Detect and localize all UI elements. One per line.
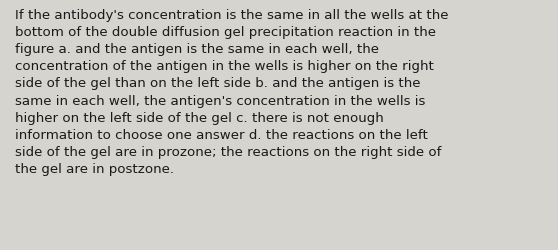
Text: If the antibody's concentration is the same in all the wells at the
bottom of th: If the antibody's concentration is the s… bbox=[16, 8, 449, 176]
